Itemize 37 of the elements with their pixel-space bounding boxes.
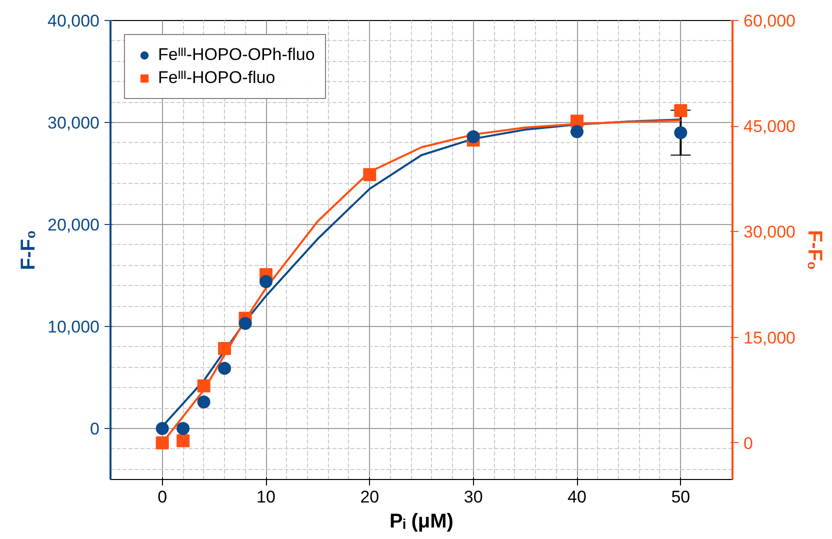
legend-label: Feᴵᴵᴵ-HOPO-OPh-fluo	[158, 45, 315, 65]
point	[197, 379, 210, 392]
point	[260, 275, 272, 288]
x-tick-label: 20	[360, 488, 380, 506]
point	[218, 362, 232, 375]
y2-tick-label: 0	[744, 434, 753, 453]
point	[466, 130, 480, 144]
point	[156, 422, 169, 435]
y-tick-label: 0	[90, 420, 100, 438]
y-axis-title: F-F₀	[18, 230, 40, 270]
point	[176, 434, 190, 448]
point	[218, 342, 232, 356]
point	[197, 395, 210, 408]
y-tick-label: 30,000	[48, 114, 100, 132]
point	[674, 126, 688, 140]
x-tick-label: 30	[464, 488, 483, 506]
x-tick-label: 10	[256, 488, 276, 506]
point	[176, 422, 190, 435]
point	[674, 104, 688, 118]
point	[570, 125, 584, 138]
point	[363, 168, 376, 182]
x-tick-label: 40	[568, 488, 586, 506]
y2-tick-label: 60,000	[744, 12, 796, 30]
y2-tick-label: 30,000	[744, 222, 796, 242]
x-axis-title: Pᵢ (μM)	[390, 510, 454, 532]
y2-axis-title: F-F₀	[803, 230, 826, 270]
y-tick-label: 20,000	[48, 216, 100, 234]
y-tick-label: 10,000	[48, 318, 100, 336]
y2-tick-label: 15,000	[744, 328, 796, 348]
point	[570, 114, 584, 128]
y2-tick-label: 45,000	[744, 117, 796, 136]
x-tick-label: 0	[158, 488, 168, 506]
point	[156, 436, 169, 450]
y-tick-label: 40,000	[48, 12, 100, 30]
legend-label: Feᴵᴵᴵ-HOPO-fluo	[158, 68, 276, 88]
point	[238, 316, 252, 330]
x-tick-label: 50	[671, 488, 690, 506]
